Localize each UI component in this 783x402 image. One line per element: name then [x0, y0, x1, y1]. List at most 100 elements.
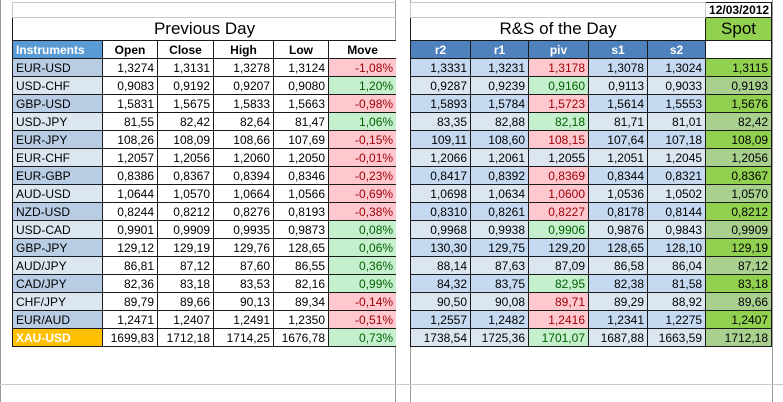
piv-cell: 0,9160 — [528, 76, 589, 95]
sheet-bottom-gridline — [0, 384, 783, 385]
s1-cell: 0,9876 — [588, 220, 648, 239]
r2-cell: 90,50 — [410, 292, 471, 311]
instrument-cell: CAD/JPY — [12, 274, 103, 293]
table-row: CAD/JPY 82,36 83,18 83,53 82,16 0,99% — [12, 274, 398, 293]
move-cell: 0,36% — [327, 256, 398, 275]
r1-cell: 0,9938 — [470, 220, 529, 239]
s2-cell: 1,2275 — [646, 310, 707, 329]
s2-cell: 0,9033 — [646, 76, 707, 95]
s2-cell: 128,10 — [646, 238, 707, 257]
column-header-high: High — [213, 40, 274, 59]
low-cell: 81,47 — [273, 112, 329, 131]
instrument-cell: EUR-JPY — [12, 130, 103, 149]
r1-cell: 82,88 — [470, 112, 529, 131]
table-row: USD-CAD 0,9901 0,9909 0,9935 0,9873 0,08% — [12, 220, 398, 239]
spot-cell: 89,66 — [705, 292, 773, 311]
low-cell: 1,2350 — [273, 310, 329, 329]
r1-cell: 0,8261 — [470, 202, 529, 221]
s1-cell: 86,58 — [588, 256, 648, 275]
piv-cell: 0,8227 — [528, 202, 589, 221]
open-cell: 108,26 — [102, 130, 158, 149]
low-cell: 0,8346 — [273, 166, 329, 185]
r1-cell: 1,3231 — [470, 58, 529, 77]
high-cell: 1714,25 — [213, 328, 274, 347]
spot-cell: 82,42 — [705, 112, 773, 131]
high-cell: 108,66 — [213, 130, 274, 149]
r1-cell: 0,8392 — [470, 166, 529, 185]
top-spacer — [11, 2, 398, 18]
s1-cell: 128,65 — [588, 238, 648, 257]
close-cell: 83,18 — [157, 274, 214, 293]
close-cell: 1,2056 — [157, 148, 214, 167]
move-cell: 1,06% — [327, 112, 398, 131]
column-header-instruments: Instruments — [12, 40, 103, 59]
table-row: 1738,54 1725,36 1701,07 1687,88 1663,59 1712,… — [410, 328, 773, 347]
s1-cell: 107,64 — [588, 130, 648, 149]
table-row: EUR-CHF 1,2057 1,2056 1,2060 1,2050 -0,01% — [12, 148, 398, 167]
s1-cell: 1687,88 — [588, 328, 648, 347]
spot-cell: 1712,18 — [705, 328, 773, 347]
spot-cell: 1,2407 — [705, 310, 773, 329]
column-header-close: Close — [157, 40, 214, 59]
move-cell: 0,06% — [327, 238, 398, 257]
table-row: EUR-JPY 108,26 108,09 108,66 107,69 -0,15% — [12, 130, 398, 149]
instrument-cell: EUR/AUD — [12, 310, 103, 329]
instrument-cell: USD-CAD — [12, 220, 103, 239]
r1-cell: 1,2482 — [470, 310, 529, 329]
table-row: AUD/JPY 86,81 87,12 87,60 86,55 0,36% — [12, 256, 398, 275]
report-date: 12/03/2012 — [705, 2, 773, 18]
s2-cell: 107,18 — [646, 130, 707, 149]
r2-cell: 0,8417 — [410, 166, 471, 185]
column-header-low: Low — [273, 40, 329, 59]
move-cell: 0,08% — [327, 220, 398, 239]
move-cell: -0,01% — [327, 148, 398, 167]
high-cell: 87,60 — [213, 256, 274, 275]
close-cell: 1,2407 — [157, 310, 214, 329]
low-cell: 1,2050 — [273, 148, 329, 167]
r2-cell: 84,32 — [410, 274, 471, 293]
piv-cell: 87,09 — [528, 256, 589, 275]
r2-cell: 130,30 — [410, 238, 471, 257]
low-cell: 1,3124 — [273, 58, 329, 77]
table-row: USD-JPY 81,55 82,42 82,64 81,47 1,06% — [12, 112, 398, 131]
previous-day-table: Previous Day Instruments Open Close High Low… — [11, 2, 398, 347]
s2-cell: 0,8321 — [646, 166, 707, 185]
r1-cell: 90,08 — [470, 292, 529, 311]
table-row: 1,3331 1,3231 1,3178 1,3078 1,3024 1,3115 — [410, 58, 773, 77]
table-row: 83,35 82,88 82,18 81,71 81,01 82,42 — [410, 112, 773, 131]
close-cell: 0,9909 — [157, 220, 214, 239]
table-row: XAU-USD 1699,83 1712,18 1714,25 1676,78 0,73% — [12, 328, 398, 347]
table-row: GBP-USD 1,5831 1,5675 1,5833 1,5663 -0,98% — [12, 94, 398, 113]
s2-cell: 81,01 — [646, 112, 707, 131]
r2-cell: 1,0698 — [410, 184, 471, 203]
piv-cell: 1701,07 — [528, 328, 589, 347]
spot-cell: 1,3115 — [705, 58, 773, 77]
s1-cell: 0,9113 — [588, 76, 648, 95]
open-cell: 1,0644 — [102, 184, 158, 203]
high-cell: 82,64 — [213, 112, 274, 131]
high-cell: 1,3278 — [213, 58, 274, 77]
column-header-s2: s2 — [646, 40, 707, 59]
s1-cell: 1,5614 — [588, 94, 648, 113]
low-cell: 1,0566 — [273, 184, 329, 203]
instrument-cell: AUD-USD — [12, 184, 103, 203]
instrument-cell: AUD/JPY — [12, 256, 103, 275]
column-header-r2: r2 — [410, 40, 471, 59]
table-row: 88,14 87,63 87,09 86,58 86,04 87,12 — [410, 256, 773, 275]
spot-title: Spot — [705, 17, 773, 41]
spot-cell: 1,5676 — [705, 94, 773, 113]
close-cell: 1712,18 — [157, 328, 214, 347]
r2-cell: 0,9287 — [410, 76, 471, 95]
table-row: 84,32 83,75 82,95 82,38 81,58 83,18 — [410, 274, 773, 293]
open-cell: 0,8386 — [102, 166, 158, 185]
rs-title: R&S of the Day — [409, 17, 707, 41]
piv-cell: 1,3178 — [528, 58, 589, 77]
previous-day-title: Previous Day — [11, 17, 398, 41]
open-cell: 0,9901 — [102, 220, 158, 239]
spot-cell: 0,8212 — [705, 202, 773, 221]
piv-cell: 89,71 — [528, 292, 589, 311]
open-cell: 89,79 — [102, 292, 158, 311]
piv-cell: 1,2055 — [528, 148, 589, 167]
instrument-cell: USD-CHF — [12, 76, 103, 95]
column-header-open: Open — [102, 40, 158, 59]
